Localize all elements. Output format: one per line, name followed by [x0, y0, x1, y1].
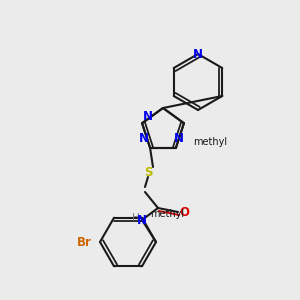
Text: S: S: [144, 166, 152, 178]
Text: O: O: [179, 206, 189, 218]
Text: H: H: [132, 213, 140, 223]
Text: methyl: methyl: [150, 209, 184, 219]
Text: Br: Br: [77, 236, 92, 248]
Text: N: N: [139, 131, 149, 145]
Text: N: N: [193, 47, 203, 61]
Text: methyl: methyl: [193, 137, 227, 147]
Text: N: N: [143, 110, 153, 124]
Text: N: N: [137, 214, 147, 226]
Text: N: N: [174, 131, 184, 145]
